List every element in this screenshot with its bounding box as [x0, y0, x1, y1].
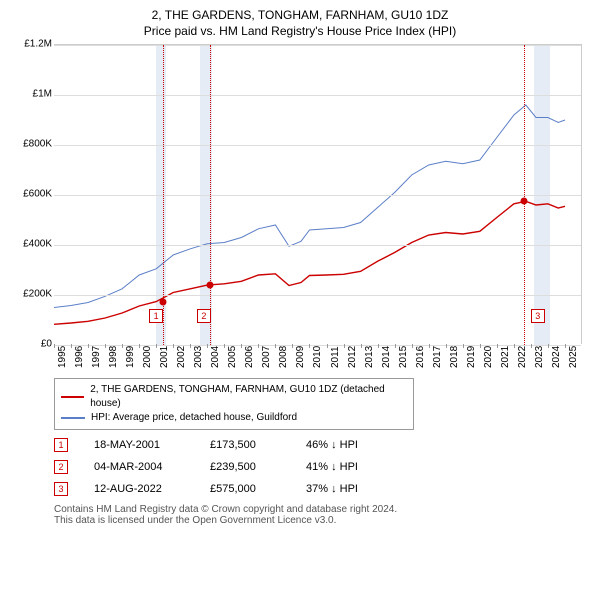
x-tick-label: 1999	[125, 346, 136, 368]
x-tick-label: 2007	[261, 346, 272, 368]
sale-marker-dot	[207, 282, 214, 289]
event-price: £239,500	[210, 461, 280, 473]
x-tick-label: 1995	[57, 346, 68, 368]
x-tick-label: 2008	[278, 346, 289, 368]
x-tick-label: 2003	[193, 346, 204, 368]
event-delta: 41% ↓ HPI	[306, 461, 358, 473]
x-tick-label: 2012	[347, 346, 358, 368]
legend-label-hpi: HPI: Average price, detached house, Guil…	[91, 411, 297, 425]
event-row: 1 18-MAY-2001 £173,500 46% ↓ HPI	[54, 438, 588, 452]
x-tick-label: 2018	[449, 346, 460, 368]
x-tick-label: 2022	[517, 346, 528, 368]
footer-attribution: Contains HM Land Registry data © Crown c…	[54, 504, 588, 526]
y-tick-label: £0	[12, 339, 52, 350]
x-tick-label: 1997	[91, 346, 102, 368]
events-table: 1 18-MAY-2001 £173,500 46% ↓ HPI 2 04-MAR-200…	[54, 438, 588, 496]
chart-area: 1 2 3 1995 1996 1997 1998 1999 2000 2001 2002 2003…	[12, 44, 588, 374]
x-tick-label: 2009	[295, 346, 306, 368]
chart-container: 2, THE GARDENS, TONGHAM, FARNHAM, GU10 1…	[0, 0, 600, 590]
chart-title: 2, THE GARDENS, TONGHAM, FARNHAM, GU10 1…	[12, 8, 588, 22]
sale-marker-label: 1	[149, 309, 163, 323]
x-tick-label: 2020	[483, 346, 494, 368]
sale-marker-dot	[159, 298, 166, 305]
y-tick-label: £200K	[12, 289, 52, 300]
legend: 2, THE GARDENS, TONGHAM, FARNHAM, GU10 1…	[54, 378, 414, 430]
event-date: 12-AUG-2022	[94, 483, 184, 495]
y-tick-label: £600K	[12, 189, 52, 200]
event-number: 3	[54, 482, 68, 496]
event-row: 3 12-AUG-2022 £575,000 37% ↓ HPI	[54, 482, 588, 496]
x-tick-label: 2001	[159, 346, 170, 368]
x-tick-label: 2002	[176, 346, 187, 368]
chart-subtitle: Price paid vs. HM Land Registry's House …	[12, 24, 588, 38]
event-date: 04-MAR-2004	[94, 461, 184, 473]
x-tick-label: 2013	[364, 346, 375, 368]
y-tick-label: £400K	[12, 239, 52, 250]
x-tick-label: 1998	[108, 346, 119, 368]
legend-swatch-hpi	[61, 417, 85, 419]
y-tick-label: £1M	[12, 89, 52, 100]
x-tick-label: 2023	[534, 346, 545, 368]
legend-label-property: 2, THE GARDENS, TONGHAM, FARNHAM, GU10 1…	[90, 383, 407, 411]
legend-item-property: 2, THE GARDENS, TONGHAM, FARNHAM, GU10 1…	[61, 383, 407, 411]
y-tick-label: £1.2M	[12, 39, 52, 50]
y-tick-label: £800K	[12, 139, 52, 150]
x-tick-label: 2017	[432, 346, 443, 368]
x-tick-label: 2010	[312, 346, 323, 368]
x-tick-label: 2015	[398, 346, 409, 368]
x-tick-label: 2005	[227, 346, 238, 368]
sale-marker-dot	[521, 198, 528, 205]
event-row: 2 04-MAR-2004 £239,500 41% ↓ HPI	[54, 460, 588, 474]
x-tick-label: 2024	[551, 346, 562, 368]
sale-marker-label: 3	[531, 309, 545, 323]
x-tick-label: 2011	[330, 346, 341, 368]
event-delta: 46% ↓ HPI	[306, 439, 358, 451]
event-number: 2	[54, 460, 68, 474]
x-tick-label: 2025	[568, 346, 579, 368]
x-axis: 1995 1996 1997 1998 1999 2000 2001 2002 2003 2004…	[54, 344, 582, 374]
x-tick-label: 2016	[415, 346, 426, 368]
x-tick-label: 2014	[381, 346, 392, 368]
x-tick-label: 2021	[500, 346, 511, 368]
x-tick-label: 2000	[142, 346, 153, 368]
event-date: 18-MAY-2001	[94, 439, 184, 451]
event-delta: 37% ↓ HPI	[306, 483, 358, 495]
event-price: £575,000	[210, 483, 280, 495]
event-number: 1	[54, 438, 68, 452]
plot-region: 1 2 3	[54, 44, 582, 344]
event-price: £173,500	[210, 439, 280, 451]
x-tick-label: 2019	[466, 346, 477, 368]
sale-marker-label: 2	[197, 309, 211, 323]
x-tick-label: 1996	[74, 346, 85, 368]
legend-swatch-property	[61, 396, 84, 398]
legend-item-hpi: HPI: Average price, detached house, Guil…	[61, 411, 407, 425]
x-tick-label: 2004	[210, 346, 221, 368]
x-tick-label: 2006	[244, 346, 255, 368]
